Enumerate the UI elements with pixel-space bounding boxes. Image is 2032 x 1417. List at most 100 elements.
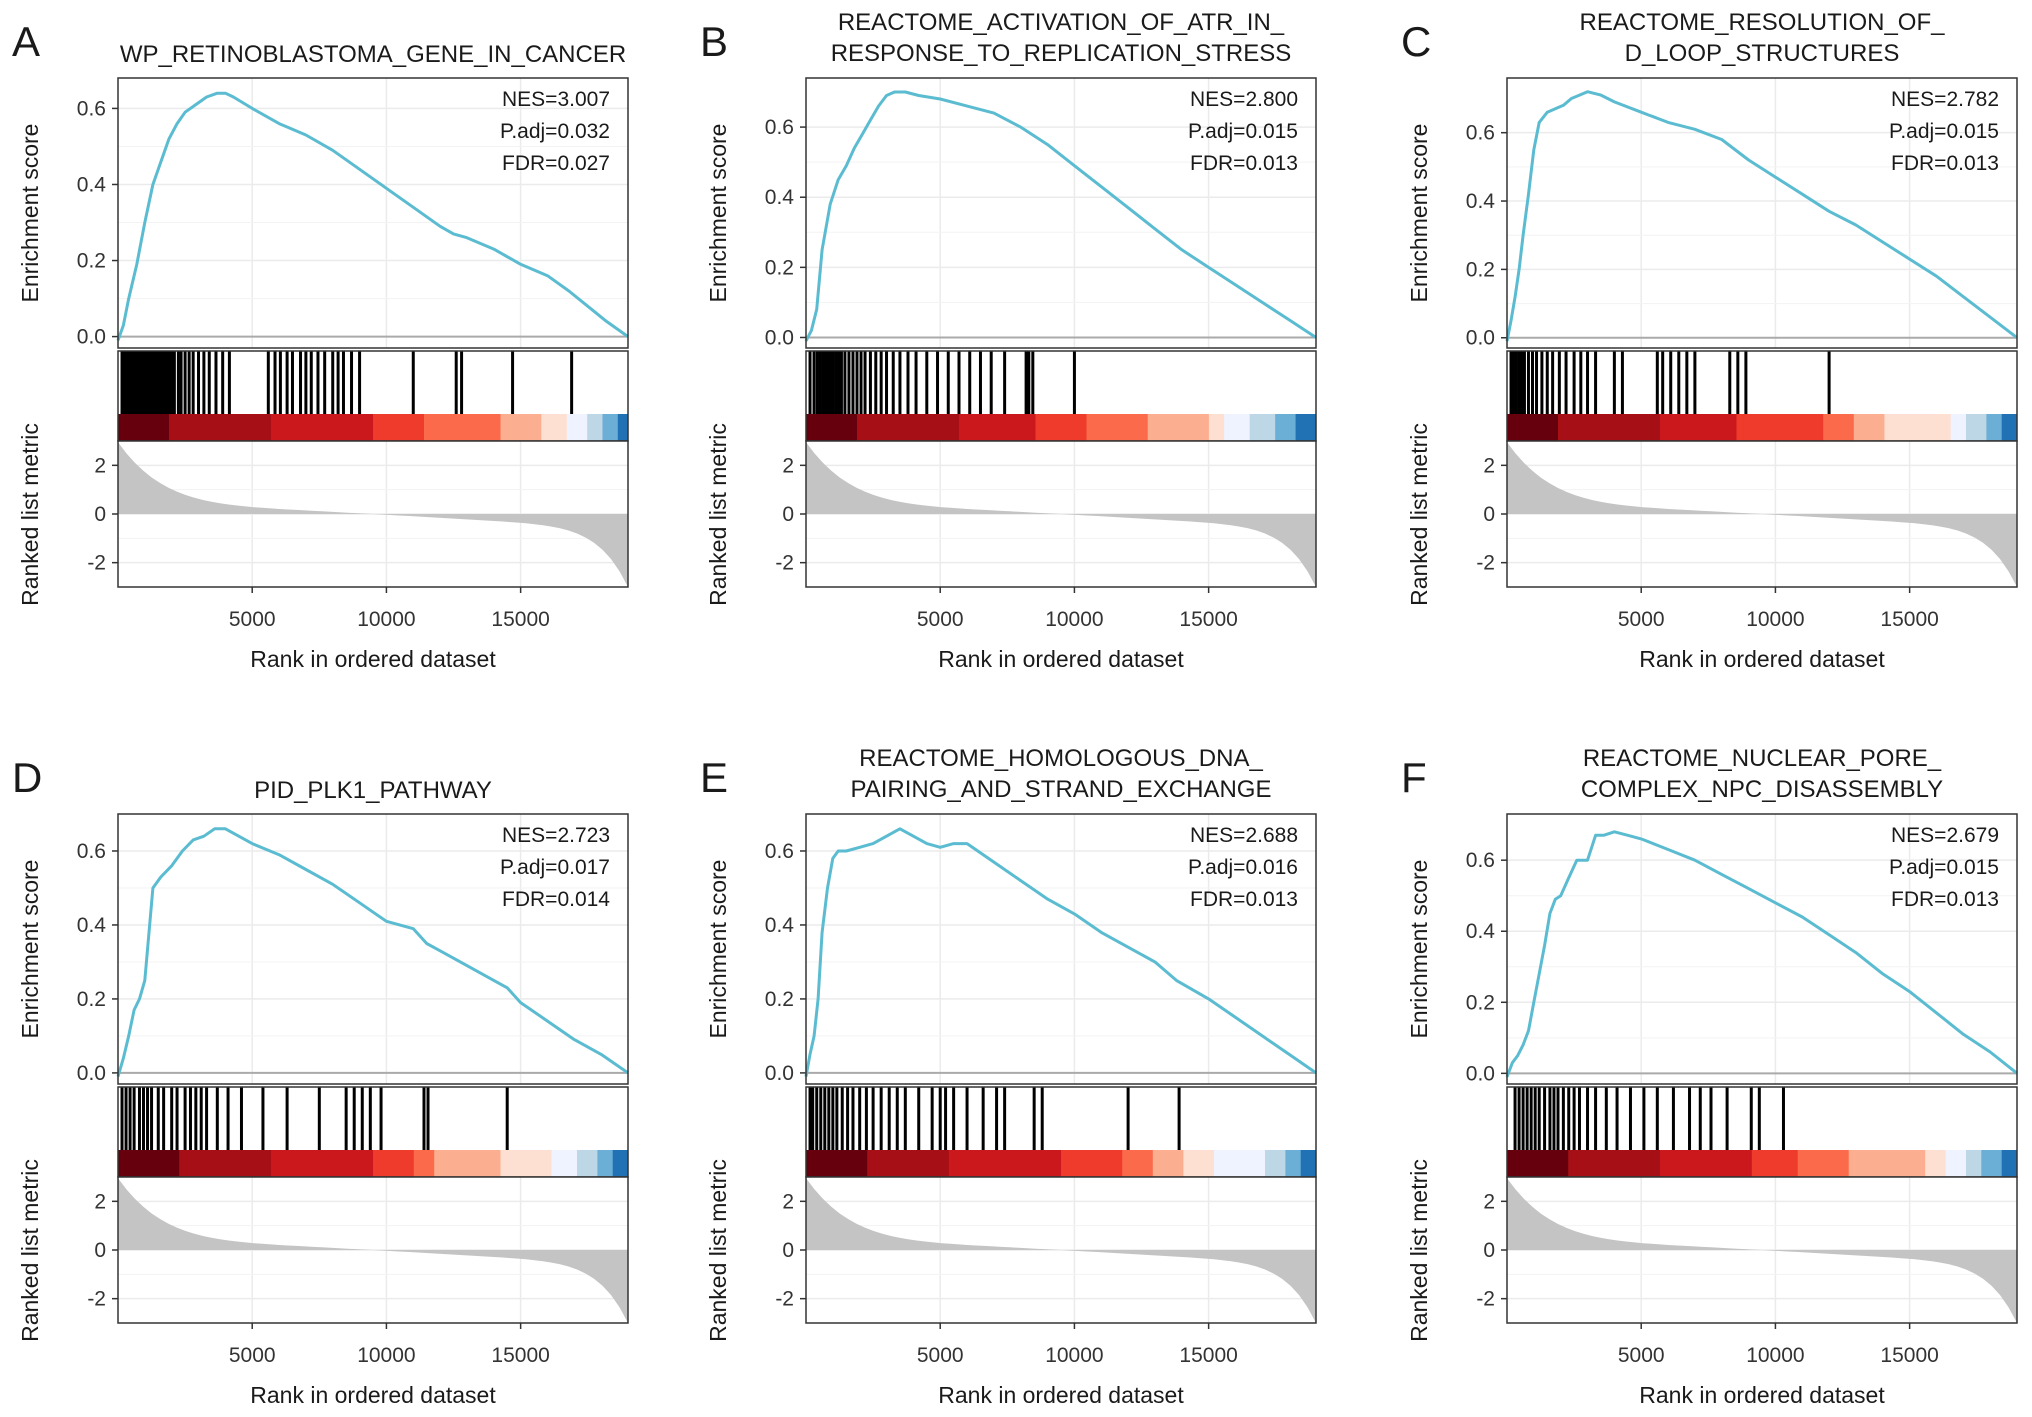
es-y-tick-label: 0.2 xyxy=(765,988,794,1011)
y-axis-label-metric: Ranked list metric xyxy=(17,423,43,606)
enrichment-curve xyxy=(116,827,629,1078)
x-axis-label: Rank in ordered dataset xyxy=(1639,1382,1885,1408)
rank-gradient-segment xyxy=(1183,1150,1215,1177)
stat-text: NES=2.800 xyxy=(1190,88,1298,111)
metric-y-tick-label: -2 xyxy=(87,552,106,575)
metric-y-tick-label: 0 xyxy=(1483,503,1495,526)
es-plot-frame xyxy=(805,77,1317,349)
ranked-metric-fill xyxy=(1507,442,2017,587)
x-tick-label: 5000 xyxy=(1618,1344,1665,1367)
es-y-tick-label: 0.0 xyxy=(77,1062,106,1085)
rank-gradient-segment xyxy=(1660,1150,1753,1177)
panel-letter: A xyxy=(12,18,40,65)
metric-y-tick-label: -2 xyxy=(1476,1288,1495,1311)
es-plot-frame xyxy=(1506,813,2018,1085)
rank-gradient-segment xyxy=(1265,1150,1286,1177)
es-y-tick-label: 0.6 xyxy=(1466,122,1495,145)
rank-gradient-segment xyxy=(118,414,170,441)
rank-gradient-segment xyxy=(271,1150,374,1177)
x-axis-label: Rank in ordered dataset xyxy=(938,646,1184,672)
es-y-tick-label: 0.4 xyxy=(1466,920,1496,943)
metric-plot-frame xyxy=(805,440,1317,588)
rank-gradient-segment xyxy=(373,1150,415,1177)
rank-gradient-segment xyxy=(1884,414,1952,441)
metric-y-tick-label: 2 xyxy=(782,454,794,477)
rank-gradient-segment xyxy=(1950,414,1967,441)
rank-gradient-segment xyxy=(373,414,425,441)
rank-gradient-segment xyxy=(577,1150,598,1177)
rank-gradient-segment xyxy=(271,414,374,441)
rank-gradient-segment xyxy=(1558,414,1661,441)
panel-title-line: PAIRING_AND_STRAND_EXCHANGE xyxy=(851,776,1272,803)
rank-gradient-segment xyxy=(1295,414,1317,441)
metric-y-tick-label: 0 xyxy=(1483,1239,1495,1262)
rank-gradient-segment xyxy=(1285,1150,1302,1177)
rank-gradient-segment xyxy=(1966,1150,1982,1177)
rank-gradient-segment xyxy=(1966,414,1987,441)
rank-gradient-segment xyxy=(587,414,603,441)
metric-plot-frame xyxy=(117,440,629,588)
x-tick-label: 5000 xyxy=(229,1344,276,1367)
metric-plot-frame xyxy=(117,1176,629,1324)
panel-letter: E xyxy=(700,754,728,801)
stat-text: FDR=0.013 xyxy=(1891,888,1999,911)
es-y-tick-label: 0.2 xyxy=(77,250,106,273)
es-plot-frame xyxy=(1506,77,2018,349)
y-axis-label-metric: Ranked list metric xyxy=(705,423,731,606)
metric-plot-frame xyxy=(1506,1176,2018,1324)
stat-text: P.adj=0.015 xyxy=(1188,120,1298,143)
enrichment-curve xyxy=(1505,90,2018,342)
x-tick-label: 15000 xyxy=(1179,608,1237,631)
ranked-metric-fill xyxy=(1507,1178,2017,1323)
es-y-tick-label: 0.2 xyxy=(77,988,106,1011)
y-axis-label-metric: Ranked list metric xyxy=(705,1159,731,1342)
es-y-tick-label: 0.4 xyxy=(77,173,107,196)
panel-title-line: REACTOME_HOMOLOGOUS_DNA_ xyxy=(859,745,1263,772)
metric-plot-frame xyxy=(805,1176,1317,1324)
es-y-tick-label: 0.4 xyxy=(77,914,107,937)
es-y-tick-label: 0.4 xyxy=(765,186,795,209)
stat-text: P.adj=0.032 xyxy=(500,120,610,143)
es-y-tick-label: 0.6 xyxy=(765,840,794,863)
rank-gradient-segment xyxy=(1152,1150,1184,1177)
es-plot-area xyxy=(1507,78,2017,348)
rank-gradient-segment xyxy=(1507,1150,1569,1177)
rank-gradient-segment xyxy=(1853,414,1885,441)
x-tick-label: 10000 xyxy=(1045,608,1103,631)
rank-gradient-segment xyxy=(597,1150,614,1177)
panel-letter: C xyxy=(1401,18,1431,65)
enrichment-curve xyxy=(1505,830,2018,1078)
metric-y-tick-label: 0 xyxy=(782,503,794,526)
rank-gradient-segment xyxy=(1035,414,1087,441)
panel-title-line: D_LOOP_STRUCTURES xyxy=(1625,40,1900,67)
enrichment-curve xyxy=(804,90,1317,342)
rank-gradient-segment xyxy=(959,414,1036,441)
x-tick-label: 15000 xyxy=(491,608,549,631)
y-axis-label-es: Enrichment score xyxy=(705,860,731,1039)
panel-c: C REACTOME_RESOLUTION_OF_ D_LOOP_STRUCTURE… xyxy=(1401,9,2018,672)
es-y-tick-label: 0.6 xyxy=(765,116,794,139)
rank-gradient-segment xyxy=(566,414,588,441)
rank-gradient-segment xyxy=(1122,1150,1154,1177)
rank-gradient-segment xyxy=(500,1150,552,1177)
rank-gradient-segment xyxy=(179,1150,272,1177)
metric-y-tick-label: -2 xyxy=(87,1288,106,1311)
metric-y-tick-label: 0 xyxy=(94,1239,106,1262)
x-tick-label: 10000 xyxy=(357,1344,415,1367)
panel-title-line: PID_PLK1_PATHWAY xyxy=(254,777,492,804)
rank-gradient-segment xyxy=(1945,1150,1967,1177)
rank-gradient-segment xyxy=(1086,414,1149,441)
rank-gradient-segment xyxy=(1823,414,1855,441)
es-plot-frame xyxy=(117,813,629,1085)
rank-gradient-segment xyxy=(1797,1150,1850,1177)
stat-text: P.adj=0.015 xyxy=(1889,856,1999,879)
x-tick-label: 15000 xyxy=(491,1344,549,1367)
rank-gradient-segment xyxy=(1147,414,1210,441)
rank-gradient-segment xyxy=(2001,1150,2018,1177)
y-axis-label-es: Enrichment score xyxy=(1406,124,1432,303)
stat-text: P.adj=0.016 xyxy=(1188,856,1298,879)
es-y-tick-label: 0.0 xyxy=(1466,1062,1495,1085)
rank-gradient-segment xyxy=(118,1150,180,1177)
rank-gradient-segment xyxy=(500,414,542,441)
y-axis-label-metric: Ranked list metric xyxy=(17,1159,43,1342)
